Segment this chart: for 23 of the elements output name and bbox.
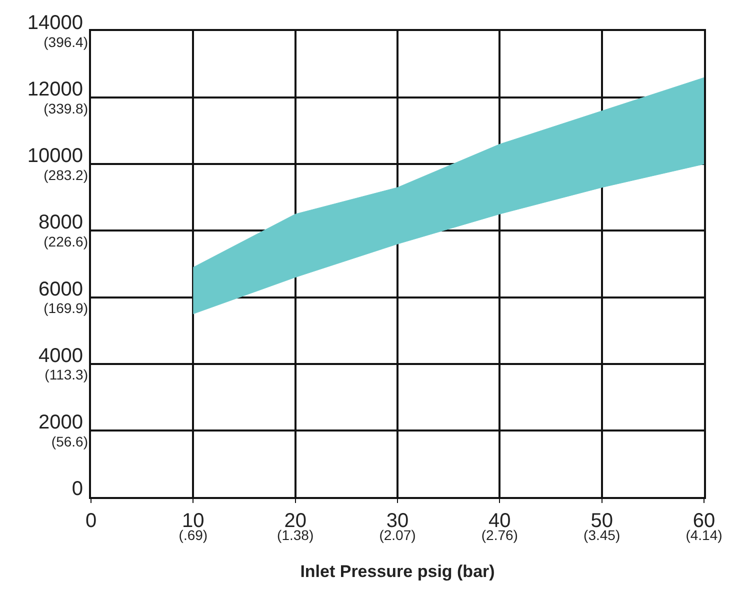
y-tick-label: 2000 xyxy=(38,411,83,434)
y-tick-label: 12000 xyxy=(27,78,83,101)
y-tick-label: 8000 xyxy=(38,212,83,234)
y2-tick-label: (339.8) xyxy=(44,100,88,116)
x2-tick-label: (2.76) xyxy=(481,527,518,543)
y-tick-label: 6000 xyxy=(38,278,83,300)
y2-tick-label: (396.4) xyxy=(44,34,88,50)
x2-tick-label: (3.45) xyxy=(584,527,620,543)
x2-tick-label: (4.14) xyxy=(686,527,722,543)
y-tick-label: 14000 xyxy=(27,12,83,34)
y-tick-label: 0 xyxy=(72,478,83,500)
x-tick-label: 0 xyxy=(85,510,97,532)
x2-tick-label: (2.07) xyxy=(379,527,416,543)
y2-tick-label: (283.2) xyxy=(44,166,88,183)
y2-tick-label: (169.9) xyxy=(44,300,88,316)
y2-tick-label: (113.3) xyxy=(44,366,88,383)
x2-tick-label: (1.38) xyxy=(277,527,314,543)
x2-tick-label: (.69) xyxy=(178,527,208,543)
y-tick-label: 4000 xyxy=(38,344,83,367)
x-axis-title: Inlet Pressure psig (bar) xyxy=(300,562,495,581)
y2-tick-label: (56.6) xyxy=(51,433,88,450)
y-tick-label: 10000 xyxy=(27,145,83,168)
y2-tick-label: (226.6) xyxy=(44,234,88,250)
